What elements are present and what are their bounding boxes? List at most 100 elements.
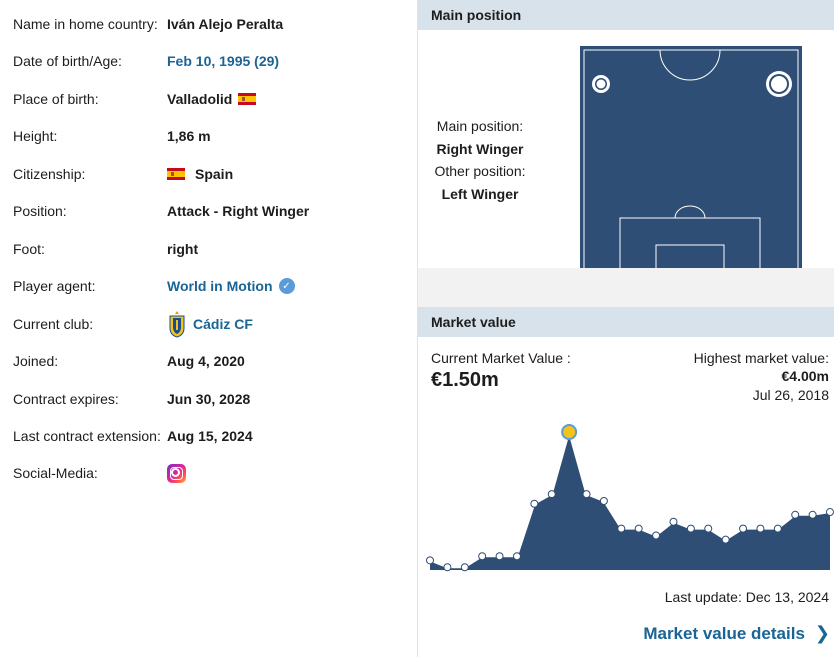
market-value-point[interactable] [599,497,608,505]
row-date-of-birth: Date of birth/Age: Feb 10, 1995 (29) [13,49,279,73]
pitch-background [580,46,802,276]
label-player-agent: Player agent: [13,278,96,294]
label-joined: Joined: [13,353,59,369]
highest-market-value: €4.00m [781,368,829,384]
market-value-points [426,424,834,572]
market-value-point[interactable] [495,552,504,561]
main-position-value: Right Winger [436,141,524,157]
main-position-header: Main position [418,0,834,30]
label-social-media: Social-Media: [13,465,98,481]
row-current-club: Current club: Cádiz CF [13,310,253,338]
market-value-chart[interactable] [418,415,834,575]
player-info-panel: Name in home country: Iván Alejo Peralta… [13,12,310,487]
market-value-point[interactable] [808,510,817,519]
position-pitch-graphic [580,46,802,276]
market-value-point[interactable] [443,563,452,572]
value-player-agent: World in Motion ✓ [167,278,295,294]
value-citizenship: Spain [167,166,233,182]
verified-badge-icon: ✓ [278,278,295,294]
penalty-arc [674,205,706,219]
last-update-text: Last update: Dec 13, 2024 [664,589,829,605]
market-value-point[interactable] [547,490,556,499]
market-value-point[interactable] [460,563,469,572]
row-joined: Joined: Aug 4, 2020 [13,349,245,373]
row-last-contract-extension: Last contract extension: Aug 15, 2024 [13,424,253,448]
market-value-point[interactable] [652,531,661,540]
market-value-point[interactable] [512,552,521,561]
current-club-link[interactable]: Cádiz CF [193,316,253,332]
market-value-details-link[interactable]: Market value details ❯ [643,623,830,644]
value-foot: right [167,241,199,257]
section-spacer [418,268,834,307]
market-value-point[interactable] [530,499,539,508]
market-value-point[interactable] [704,524,713,533]
flag-spain-icon [167,168,185,180]
chevron-right-icon: ❯ [814,623,830,643]
value-position: Attack - Right Winger [167,203,310,219]
market-value-point[interactable] [826,508,834,517]
market-value-point[interactable] [739,524,748,533]
market-value-point[interactable] [617,524,626,533]
label-citizenship: Citizenship: [13,166,86,182]
other-position-value: Left Winger [441,186,519,202]
row-name-home-country: Name in home country: Iván Alejo Peralta [13,12,283,36]
row-contract-expires: Contract expires: Jun 30, 2028 [13,387,250,411]
highest-market-value-label: Highest market value: [693,350,829,366]
current-market-value-label: Current Market Value : [431,350,571,366]
market-value-point[interactable] [686,524,695,533]
label-current-club: Current club: [13,316,94,332]
market-value-point[interactable] [756,524,765,533]
value-height: 1,86 m [167,128,211,144]
row-position: Position: Attack - Right Winger [13,199,309,223]
value-place-of-birth: Valladolid [167,91,257,107]
market-value-area [430,432,830,570]
center-circle-arc [659,49,721,81]
value-social-media [167,463,186,483]
row-citizenship: Citizenship: Spain [13,162,233,186]
row-place-of-birth: Place of birth: Valladolid [13,87,257,111]
label-foot: Foot: [13,241,45,257]
value-current-club: Cádiz CF [167,310,253,338]
value-contract-expires: Jun 30, 2028 [167,391,251,407]
label-date-of-birth: Date of birth/Age: [13,53,122,69]
citizenship-text: Spain [195,166,234,182]
row-social-media: Social-Media: [13,459,186,487]
market-value-point[interactable] [634,524,643,533]
label-last-contract-extension: Last contract extension: [13,428,161,444]
market-value-point[interactable] [561,424,578,440]
market-value-point[interactable] [773,524,782,533]
right-panel: Main position Main position: Right Winge… [418,0,834,657]
market-value-details-label: Market value details [643,623,805,643]
date-of-birth-link[interactable]: Feb 10, 1995 (29) [167,53,280,69]
market-value-point[interactable] [669,517,678,526]
market-value-point[interactable] [478,552,487,561]
instagram-icon[interactable] [167,463,186,483]
market-value-point[interactable] [582,490,591,499]
label-height: Height: [13,128,58,144]
flag-spain-icon [238,93,257,105]
current-market-value: €1.50m [431,369,499,391]
main-position-marker [766,71,792,97]
market-value-point[interactable] [721,535,730,544]
value-joined: Aug 4, 2020 [167,353,245,369]
panel-divider [417,0,418,657]
row-foot: Foot: right [13,237,198,261]
other-position-marker [592,75,610,93]
player-agent-link[interactable]: World in Motion [167,278,273,294]
row-height: Height: 1,86 m [13,124,211,148]
place-of-birth-text: Valladolid [167,91,233,107]
highest-market-value-date: Jul 26, 2018 [752,387,829,403]
label-contract-expires: Contract expires: [13,391,119,407]
row-player-agent: Player agent: World in Motion ✓ [13,274,295,298]
value-name-home-country: Iván Alejo Peralta [167,16,284,32]
label-name-home-country: Name in home country: [13,16,158,32]
main-position-label: Main position: [436,118,524,134]
market-value-point[interactable] [791,510,800,519]
value-last-contract-extension: Aug 15, 2024 [167,428,253,444]
label-place-of-birth: Place of birth: [13,91,99,107]
label-position: Position: [13,203,67,219]
cadiz-crest-icon[interactable] [167,310,187,338]
other-position-label: Other position: [434,163,526,179]
market-value-point[interactable] [426,556,434,565]
market-value-header: Market value [418,307,834,337]
